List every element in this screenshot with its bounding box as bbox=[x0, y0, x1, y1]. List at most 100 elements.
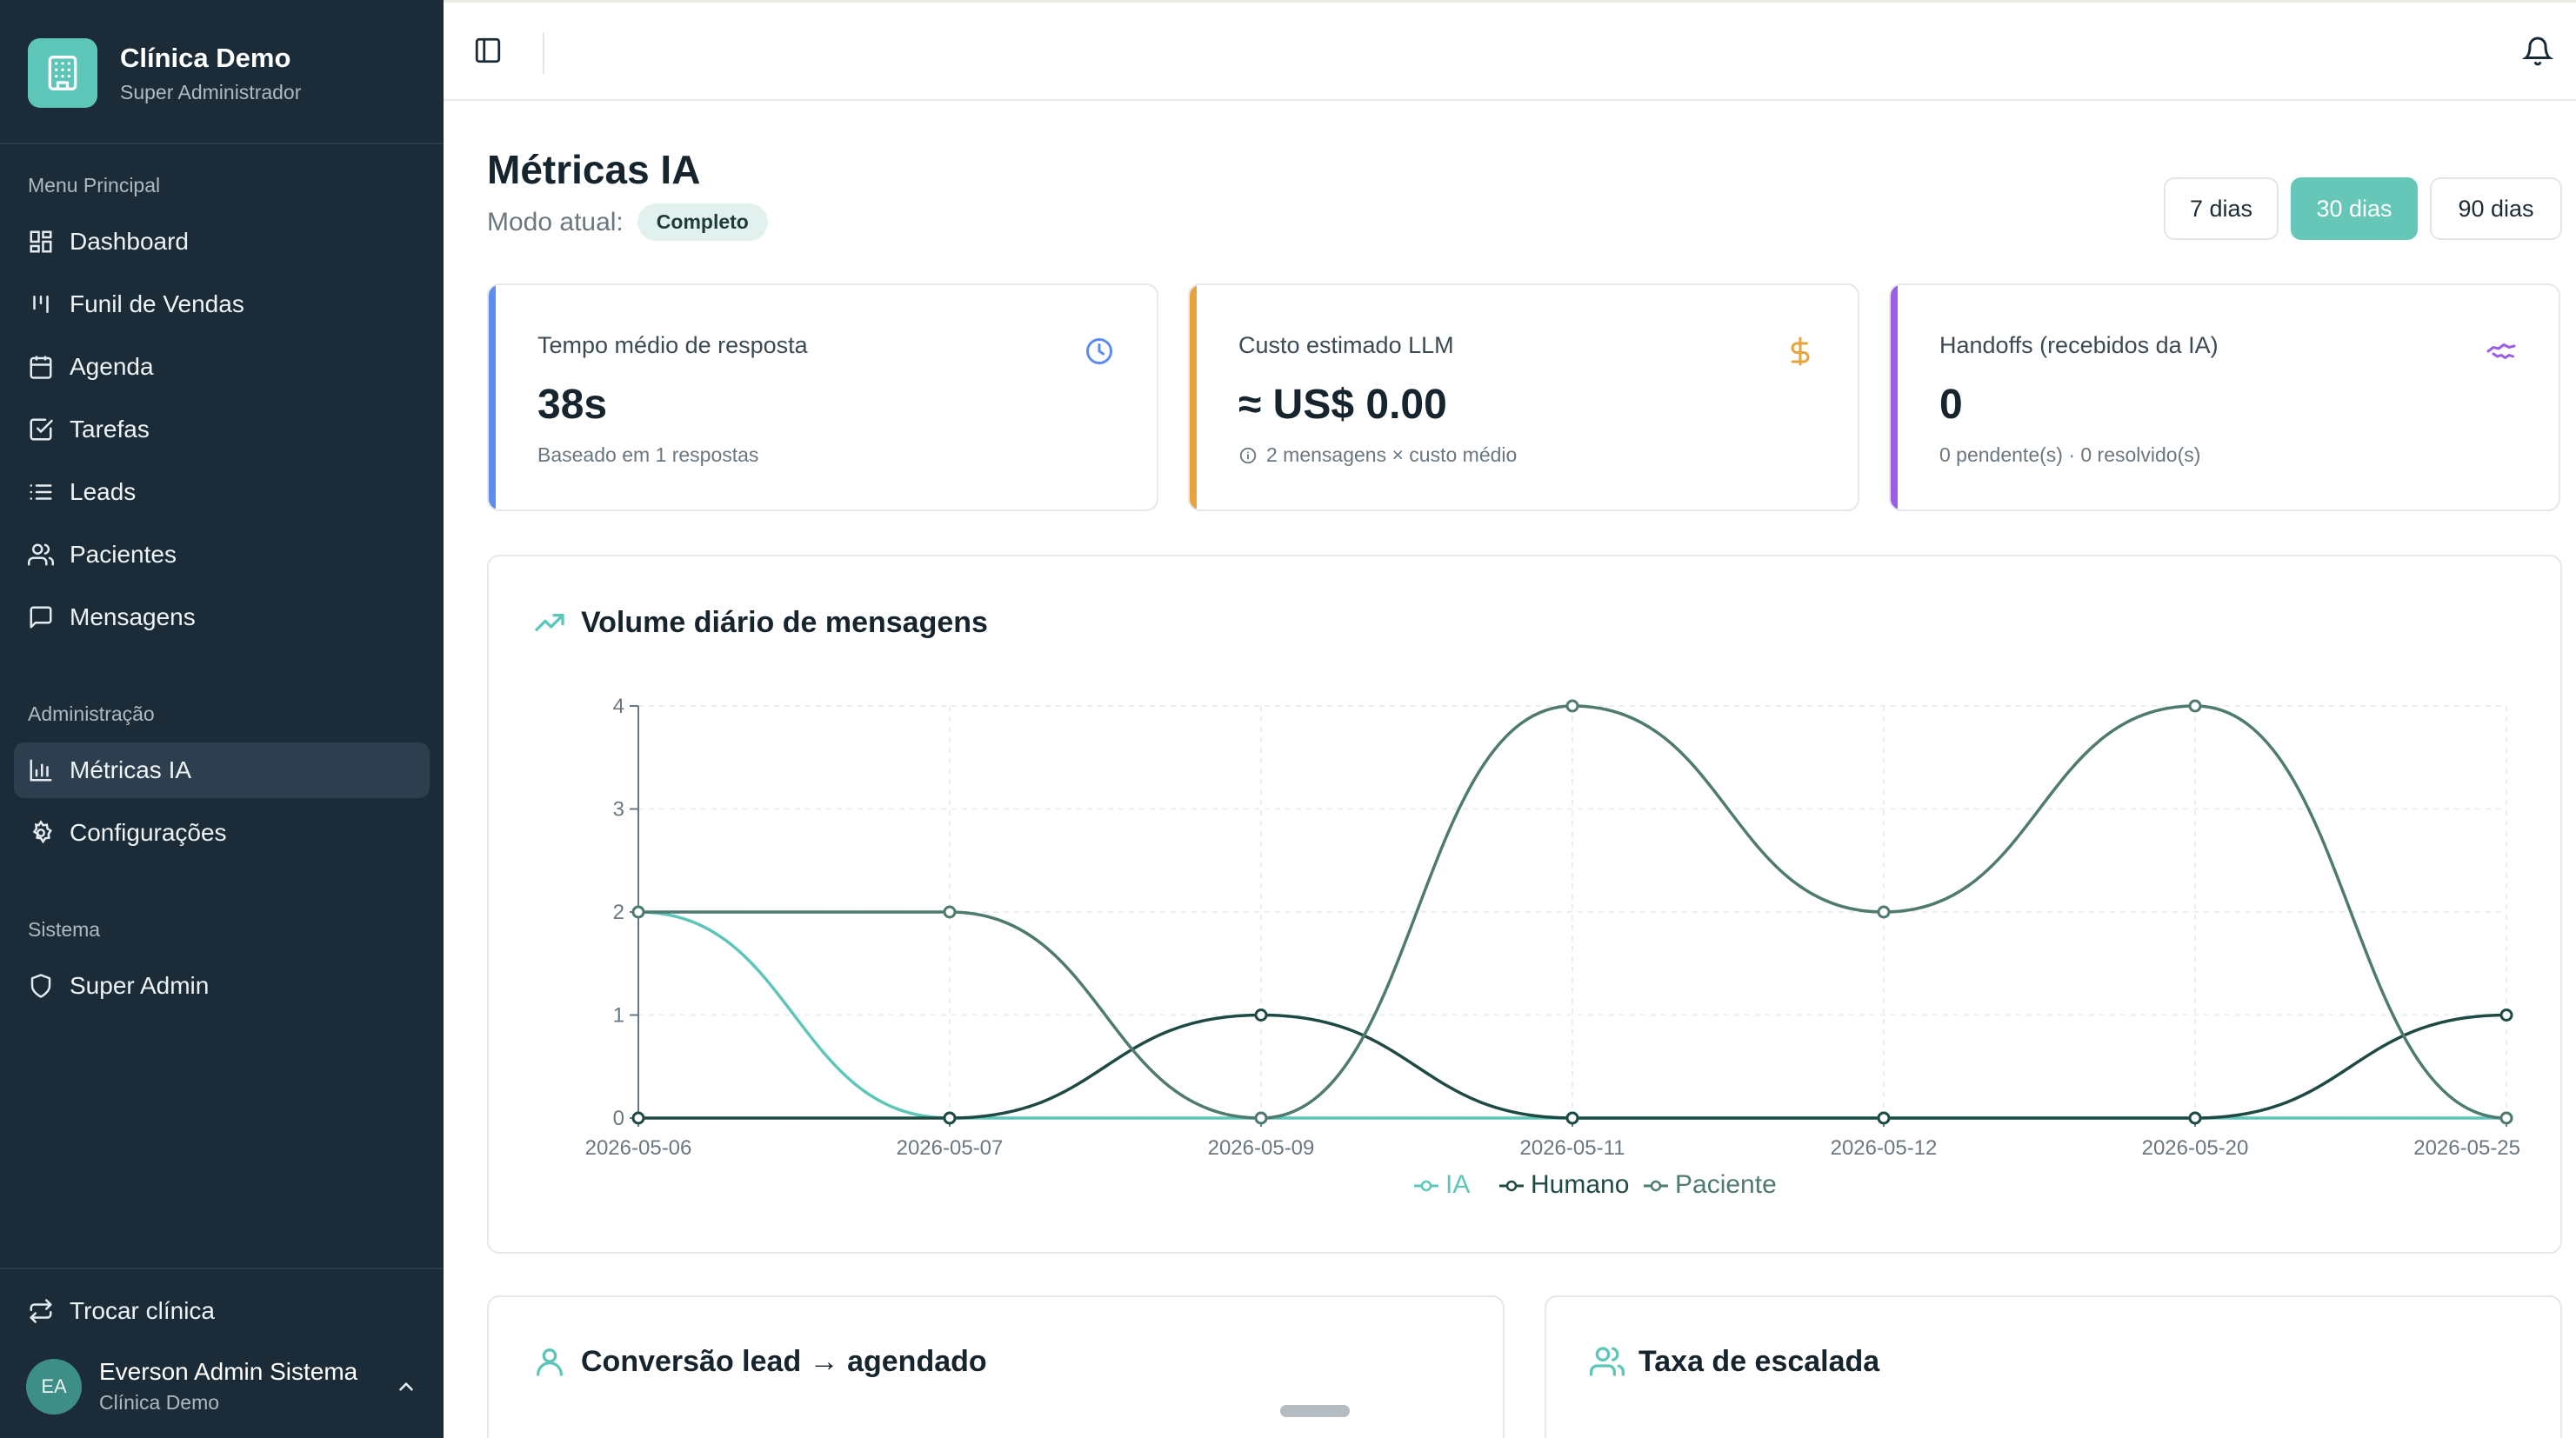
section-label-admin: Administração bbox=[28, 702, 155, 725]
conversion-title-row: Conversão lead → agendado bbox=[532, 1344, 987, 1379]
chart-title: Volume diário de mensagens bbox=[581, 605, 988, 639]
sidebar-toggle-icon[interactable] bbox=[473, 36, 503, 65]
scroll-handle[interactable] bbox=[1280, 1405, 1350, 1417]
x-tick-label: 2026-05-06 bbox=[585, 1136, 692, 1160]
switch-icon bbox=[30, 1299, 52, 1323]
stat-value: ≈ US$ 0.00 bbox=[1238, 382, 1447, 428]
stat-sub: 0 pendente(s) · 0 resolvido(s) bbox=[1939, 443, 2200, 467]
clock-icon bbox=[1086, 338, 1112, 364]
users-icon bbox=[28, 543, 54, 566]
user-clinic: Clínica Demo bbox=[99, 1391, 220, 1414]
dashboard-icon bbox=[30, 230, 52, 253]
sidebar-item-leads[interactable]: Leads bbox=[14, 464, 430, 520]
escalation-title: Taxa de escalada bbox=[1638, 1344, 1880, 1378]
sidebar-item-label: Dashboard bbox=[70, 228, 189, 255]
sidebar-item-mensagens[interactable]: Mensagens bbox=[14, 589, 430, 645]
sidebar-item-label: Funil de Vendas bbox=[70, 290, 244, 317]
stat-card-handoffs: Handoffs (recebidos da IA) 0 0 pendente(… bbox=[1889, 283, 2560, 511]
sidebar-item-pacientes[interactable]: Pacientes bbox=[14, 527, 430, 583]
data-point-humano bbox=[1565, 1111, 1579, 1125]
card-accent bbox=[1891, 285, 1898, 509]
message-icon bbox=[30, 606, 52, 629]
brand[interactable]: Clínica Demo Super Administrador bbox=[28, 38, 301, 108]
avatar: EA bbox=[26, 1358, 82, 1415]
chevron-up-icon[interactable] bbox=[395, 1375, 417, 1398]
x-tick-label: 2026-05-20 bbox=[2142, 1136, 2249, 1160]
sidebar-item-label: Mensagens bbox=[70, 603, 196, 630]
card-accent bbox=[489, 285, 496, 509]
x-tick-label: 2026-05-25 bbox=[2413, 1136, 2520, 1160]
users-icon bbox=[1590, 1347, 1625, 1376]
shield-icon bbox=[30, 974, 51, 998]
user-role: Super Administrador bbox=[120, 80, 302, 103]
building-icon bbox=[28, 38, 97, 108]
series-line-paciente bbox=[638, 704, 2507, 1120]
card-accent bbox=[1190, 285, 1197, 509]
sidebar-item-label: Super Admin bbox=[70, 972, 210, 999]
y-tick-label: 4 bbox=[613, 695, 624, 718]
legend-label: IA bbox=[1445, 1170, 1470, 1199]
sidebar-item-label: Métricas IA bbox=[70, 756, 192, 783]
gear-icon bbox=[32, 820, 52, 844]
x-tick-label: 2026-05-07 bbox=[897, 1136, 1004, 1160]
stat-value: 0 bbox=[1939, 382, 1963, 428]
chart-card: Volume diário de mensagens 0 1 2 3 4 2026-05-… bbox=[487, 555, 2562, 1254]
legend-marker bbox=[1505, 1180, 1518, 1192]
user-icon bbox=[537, 1348, 563, 1376]
x-tick-label: 2026-05-09 bbox=[1208, 1136, 1315, 1160]
sidebar-item-agenda[interactable]: Agenda bbox=[14, 339, 430, 395]
range-90-dias-button[interactable]: 90 dias bbox=[2430, 177, 2562, 240]
stat-sub: 2 mensagens × custo médio bbox=[1238, 443, 1517, 467]
stat-card-llm-cost: Custo estimado LLM ≈ US$ 0.00 2 mensagen… bbox=[1188, 283, 1859, 511]
switch-clinic-button[interactable]: Trocar clínica bbox=[14, 1283, 430, 1339]
escalation-title-row: Taxa de escalada bbox=[1590, 1344, 1879, 1379]
data-point-humano bbox=[1254, 1009, 1268, 1022]
range-30-dias-button[interactable]: 30 dias bbox=[2291, 177, 2418, 240]
sidebar-item-label: Configurações bbox=[70, 819, 227, 846]
x-tick-label: 2026-05-12 bbox=[1831, 1136, 1938, 1160]
data-point-paciente bbox=[2499, 1111, 2513, 1125]
chart-title-row: Volume diário de mensagens bbox=[532, 605, 988, 640]
bar-chart-icon bbox=[30, 759, 52, 782]
conversion-card: Conversão lead → agendado bbox=[487, 1295, 1505, 1438]
data-point-paciente bbox=[2188, 699, 2202, 713]
data-point-paciente bbox=[943, 905, 957, 919]
stat-sub-text: 0 pendente(s) · 0 resolvido(s) bbox=[1939, 443, 2201, 466]
sidebar-item-tarefas[interactable]: Tarefas bbox=[14, 402, 430, 457]
sidebar-item-label: Leads bbox=[70, 478, 137, 505]
divider bbox=[0, 143, 444, 144]
stat-sub-text: Baseado em 1 respostas bbox=[537, 443, 759, 466]
sidebar-item-funil[interactable]: Funil de Vendas bbox=[14, 276, 430, 332]
sidebar: Clínica Demo Super Administrador Menu Pr… bbox=[0, 0, 444, 1438]
divider bbox=[0, 1268, 444, 1269]
y-tick-label: 3 bbox=[613, 798, 624, 822]
stat-card-response-time: Tempo médio de resposta 38s Baseado em 1… bbox=[487, 283, 1158, 511]
series-line-humano bbox=[638, 1013, 2507, 1120]
sidebar-item-super-admin[interactable]: Super Admin bbox=[14, 958, 430, 1014]
user-menu[interactable]: EA Everson Admin Sistema Clínica Demo bbox=[26, 1358, 417, 1415]
list-icon bbox=[30, 484, 52, 500]
legend-label: Paciente bbox=[1675, 1170, 1777, 1199]
data-point-humano bbox=[943, 1111, 957, 1125]
trending-up-icon bbox=[535, 614, 564, 631]
range-7-dias-button[interactable]: 7 dias bbox=[2164, 177, 2279, 240]
stat-label: Tempo médio de resposta bbox=[537, 332, 808, 358]
stat-sub-text: 2 mensagens × custo médio bbox=[1266, 443, 1518, 466]
mode-label: Modo atual: bbox=[487, 207, 624, 236]
sidebar-item-configuracoes[interactable]: Configurações bbox=[14, 805, 430, 861]
sidebar-item-dashboard[interactable]: Dashboard bbox=[14, 214, 430, 270]
sidebar-item-metricas-ia[interactable]: Métricas IA bbox=[14, 742, 430, 798]
data-point-paciente bbox=[631, 905, 645, 919]
conversion-title: Conversão lead → agendado bbox=[581, 1344, 987, 1378]
legend-marker bbox=[1650, 1180, 1662, 1192]
data-point-paciente bbox=[1877, 905, 1891, 919]
sidebar-item-label: Pacientes bbox=[70, 541, 177, 568]
data-point-paciente bbox=[1565, 699, 1579, 713]
clinic-name: Clínica Demo bbox=[120, 42, 291, 73]
sidebar-item-label: Tarefas bbox=[70, 416, 150, 443]
bell-icon[interactable] bbox=[2522, 36, 2553, 67]
topbar bbox=[444, 0, 2576, 101]
line-chart: 0 1 2 3 4 2026-05-06 2026-05-07 2026-05-09 2026-… bbox=[585, 695, 2520, 1199]
stat-label: Handoffs (recebidos da IA) bbox=[1939, 332, 2219, 358]
data-point-humano bbox=[631, 1111, 645, 1125]
